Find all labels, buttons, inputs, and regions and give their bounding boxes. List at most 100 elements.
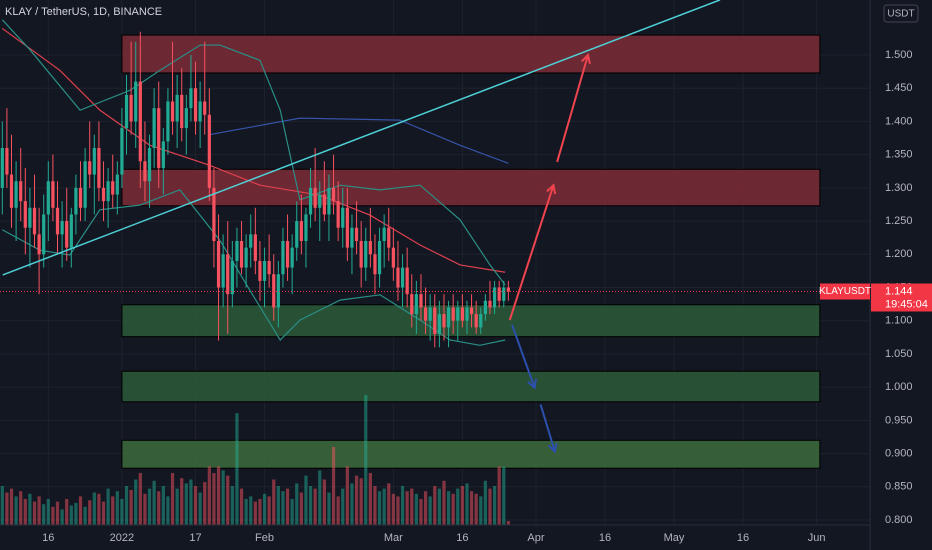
volume-bar (143, 493, 147, 525)
candle-body (336, 201, 340, 228)
volume-bar (423, 491, 428, 525)
price-tag (871, 283, 932, 312)
volume-bar (0, 486, 4, 525)
candle-body (9, 174, 14, 208)
volume-bar (239, 488, 244, 525)
candle-body (226, 254, 230, 295)
candle-body (28, 207, 32, 228)
volume-bar (318, 470, 322, 525)
volume-bar (138, 473, 142, 525)
candle-body (276, 274, 280, 308)
candle-body (253, 234, 257, 261)
candle-body (51, 181, 55, 208)
candle-body (78, 187, 83, 208)
x-tick-label: 2022 (110, 532, 134, 544)
x-tick-label: 17 (189, 532, 201, 544)
y-tick-label: 1.450 (885, 82, 913, 94)
candle-body (60, 221, 64, 235)
candle-body (318, 194, 322, 208)
candle-body (377, 241, 382, 275)
volume-bar (400, 486, 405, 525)
volume-bar (327, 492, 331, 525)
volume-bar (359, 478, 363, 525)
candle-body (506, 287, 510, 292)
candle-body (170, 101, 175, 122)
y-tick-label: 0.850 (885, 481, 913, 493)
candle-body (0, 148, 4, 188)
x-tick-label: Feb (255, 532, 274, 544)
candle-body (304, 214, 308, 242)
volume-bar (88, 500, 92, 525)
volume-bar (226, 475, 230, 525)
volume-bar (285, 488, 290, 525)
candle-body (175, 94, 179, 122)
arrow (511, 324, 537, 390)
candle-body (221, 254, 225, 288)
arrow (539, 404, 558, 454)
volume-bar (170, 473, 175, 525)
x-tick-label: May (664, 532, 685, 544)
candle-body (23, 201, 27, 228)
candle-body (120, 128, 124, 175)
candle-body (295, 221, 299, 248)
volume-bar (184, 483, 188, 525)
candle-body (465, 307, 469, 321)
volume-bar (474, 493, 478, 525)
candle-body (396, 267, 400, 288)
candle-body (203, 101, 207, 115)
candle-body (19, 181, 23, 202)
volume-bar (157, 491, 161, 525)
y-tick-label: 1.350 (885, 149, 913, 161)
candle-body (290, 247, 294, 268)
volume-bar (207, 466, 211, 525)
volume-bar (74, 502, 78, 525)
candle-body (373, 254, 377, 275)
symbol-label: KLAYUSDT (819, 286, 871, 297)
volume-bar (290, 499, 294, 525)
volume-bar (267, 496, 271, 525)
volume-bar (253, 501, 257, 525)
candle-body (258, 260, 262, 281)
volume-bar (276, 486, 280, 525)
volume-bar (262, 493, 267, 525)
x-tick-label: 16 (456, 532, 468, 544)
x-tick-label: Mar (384, 532, 403, 544)
y-tick-label: 0.900 (885, 447, 913, 459)
x-tick-label: Jun (808, 532, 826, 544)
volume-bar (111, 496, 115, 525)
volume-bar (92, 492, 96, 525)
candle-body (184, 108, 188, 129)
volume-bar (428, 496, 432, 525)
candle-body (106, 181, 110, 202)
y-tick-label: 1.050 (885, 348, 913, 360)
volume-bar (19, 491, 23, 525)
volume-bar (28, 493, 32, 525)
indicator-line (209, 117, 509, 164)
volume-bar (299, 492, 303, 525)
candle-body (456, 307, 460, 321)
candle-body (166, 101, 170, 142)
volume-bar (387, 483, 391, 525)
volume-bar (5, 492, 9, 525)
y-tick-label: 1.250 (885, 215, 913, 227)
candle-body (115, 174, 119, 195)
y-tick-label: 1.400 (885, 115, 913, 127)
candle-body (313, 187, 317, 208)
volume-bar (55, 501, 60, 525)
candle-body (364, 241, 368, 268)
candle-body (497, 287, 501, 301)
candle-body (244, 247, 248, 268)
volume-bar (350, 483, 354, 525)
volume-bar (134, 479, 138, 525)
candle-body (198, 101, 202, 122)
zone (121, 439, 821, 469)
candle-body (189, 88, 193, 109)
candle-body (193, 88, 198, 122)
candle-body (359, 241, 363, 268)
candle-body (437, 314, 441, 335)
volume-bar (368, 473, 372, 525)
candle-body (299, 221, 303, 242)
candle-body (382, 227, 386, 242)
volume-bar (272, 479, 276, 525)
